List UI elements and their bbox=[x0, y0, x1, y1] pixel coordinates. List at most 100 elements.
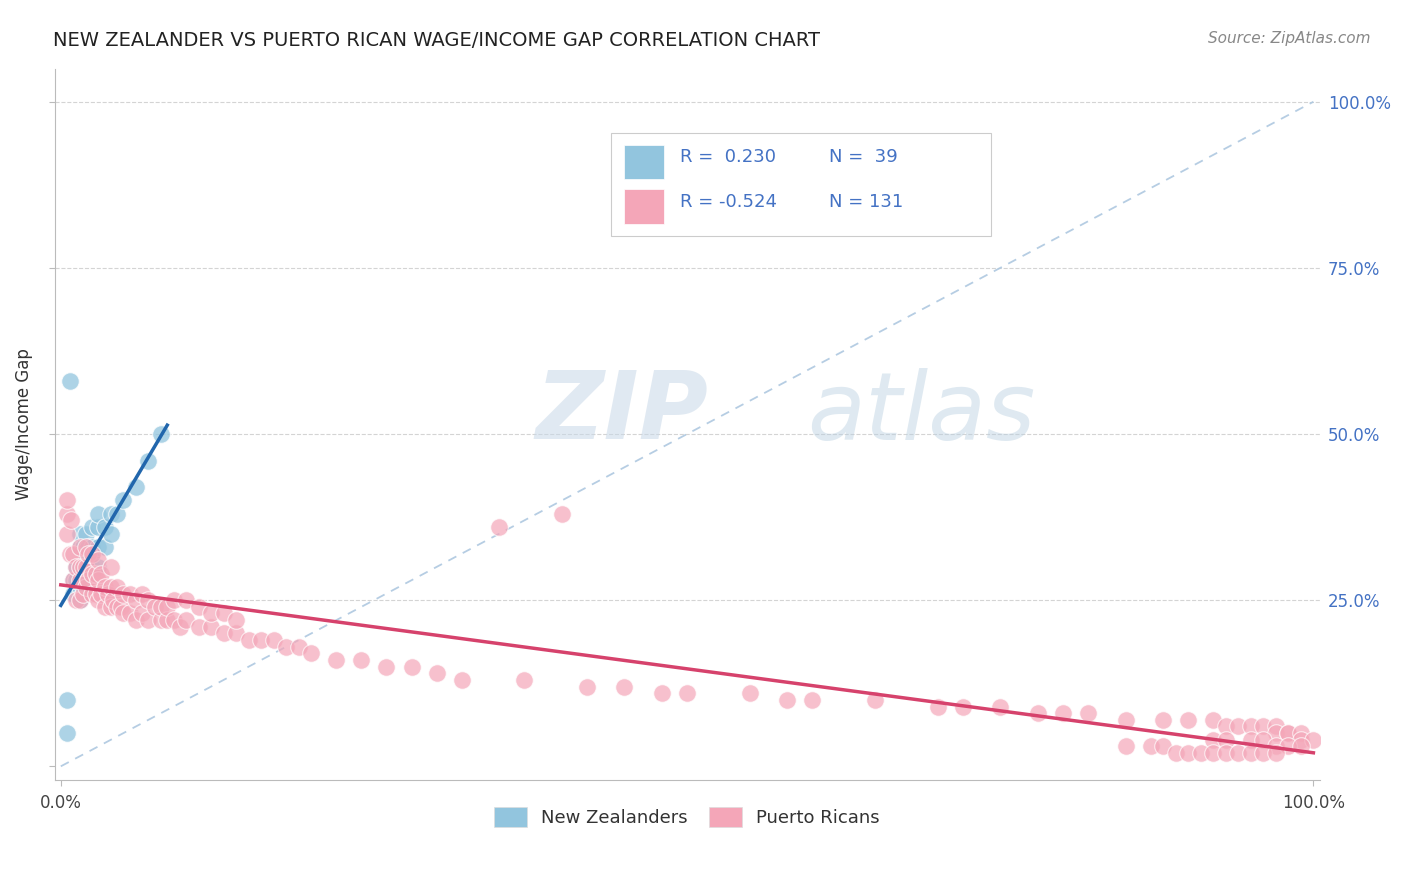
Point bbox=[575, 680, 598, 694]
Point bbox=[65, 560, 87, 574]
Point bbox=[1052, 706, 1074, 721]
Point bbox=[69, 593, 91, 607]
Point bbox=[613, 680, 636, 694]
Point bbox=[1215, 719, 1237, 733]
Point bbox=[69, 593, 91, 607]
Point bbox=[138, 593, 160, 607]
Point bbox=[82, 560, 104, 574]
Point bbox=[1215, 746, 1237, 760]
Point bbox=[225, 613, 247, 627]
Point bbox=[75, 526, 97, 541]
Point bbox=[56, 507, 79, 521]
Bar bbox=[624, 189, 664, 224]
Point bbox=[1264, 746, 1286, 760]
Point bbox=[100, 526, 122, 541]
Point bbox=[131, 607, 153, 621]
Point bbox=[72, 580, 94, 594]
Point bbox=[238, 633, 260, 648]
Point bbox=[1240, 732, 1263, 747]
Point bbox=[105, 599, 128, 614]
Point bbox=[56, 493, 79, 508]
Point bbox=[150, 599, 173, 614]
Point bbox=[187, 620, 209, 634]
Point bbox=[75, 560, 97, 574]
Point bbox=[103, 593, 125, 607]
Point bbox=[988, 699, 1011, 714]
Point bbox=[93, 540, 115, 554]
Point bbox=[69, 573, 91, 587]
Point bbox=[375, 659, 398, 673]
Point bbox=[801, 693, 824, 707]
Point bbox=[112, 586, 135, 600]
Point bbox=[1202, 732, 1225, 747]
Point bbox=[87, 507, 110, 521]
Point bbox=[488, 520, 510, 534]
Point bbox=[72, 586, 94, 600]
Point bbox=[62, 586, 84, 600]
Point bbox=[1139, 739, 1161, 754]
Point bbox=[1215, 732, 1237, 747]
Point bbox=[93, 599, 115, 614]
Point bbox=[58, 374, 80, 388]
Point bbox=[87, 553, 110, 567]
Point bbox=[174, 613, 197, 627]
Point bbox=[77, 573, 100, 587]
Point bbox=[1152, 713, 1174, 727]
Point bbox=[1264, 726, 1286, 740]
Point bbox=[87, 520, 110, 534]
Point bbox=[110, 599, 132, 614]
Point bbox=[863, 693, 886, 707]
Point bbox=[162, 593, 184, 607]
Point bbox=[87, 560, 110, 574]
Point bbox=[100, 560, 122, 574]
Legend: New Zealanders, Puerto Ricans: New Zealanders, Puerto Ricans bbox=[486, 799, 887, 835]
Point bbox=[299, 646, 322, 660]
Point bbox=[200, 607, 222, 621]
Y-axis label: Wage/Income Gap: Wage/Income Gap bbox=[15, 348, 32, 500]
Point bbox=[676, 686, 699, 700]
Text: ZIP: ZIP bbox=[536, 368, 709, 459]
Point bbox=[1115, 713, 1137, 727]
Point bbox=[1240, 746, 1263, 760]
Point bbox=[112, 493, 135, 508]
Point bbox=[276, 640, 298, 654]
Point bbox=[1277, 739, 1299, 754]
Point bbox=[75, 573, 97, 587]
Point bbox=[738, 686, 761, 700]
Point bbox=[125, 613, 148, 627]
Point bbox=[551, 507, 574, 521]
Point bbox=[1289, 732, 1312, 747]
Point bbox=[82, 520, 104, 534]
Point bbox=[90, 566, 112, 581]
Point bbox=[1189, 746, 1212, 760]
Point bbox=[65, 560, 87, 574]
Point bbox=[952, 699, 974, 714]
Text: N =  39: N = 39 bbox=[828, 148, 897, 167]
Point bbox=[1115, 739, 1137, 754]
Point bbox=[69, 560, 91, 574]
Point bbox=[426, 666, 449, 681]
Point bbox=[82, 540, 104, 554]
Point bbox=[84, 566, 107, 581]
Point bbox=[143, 599, 166, 614]
Point bbox=[288, 640, 311, 654]
Point bbox=[513, 673, 536, 687]
Point bbox=[87, 573, 110, 587]
Point bbox=[1152, 739, 1174, 754]
Point bbox=[1253, 719, 1275, 733]
Point bbox=[187, 599, 209, 614]
Point bbox=[174, 593, 197, 607]
Point bbox=[100, 580, 122, 594]
Point bbox=[69, 526, 91, 541]
Point bbox=[169, 620, 191, 634]
Point bbox=[62, 573, 84, 587]
Point bbox=[138, 453, 160, 467]
Point bbox=[93, 580, 115, 594]
Point bbox=[212, 607, 235, 621]
Point bbox=[105, 580, 128, 594]
Point bbox=[776, 693, 799, 707]
Point bbox=[87, 593, 110, 607]
Point bbox=[156, 613, 179, 627]
Point bbox=[1289, 726, 1312, 740]
Point bbox=[200, 620, 222, 634]
